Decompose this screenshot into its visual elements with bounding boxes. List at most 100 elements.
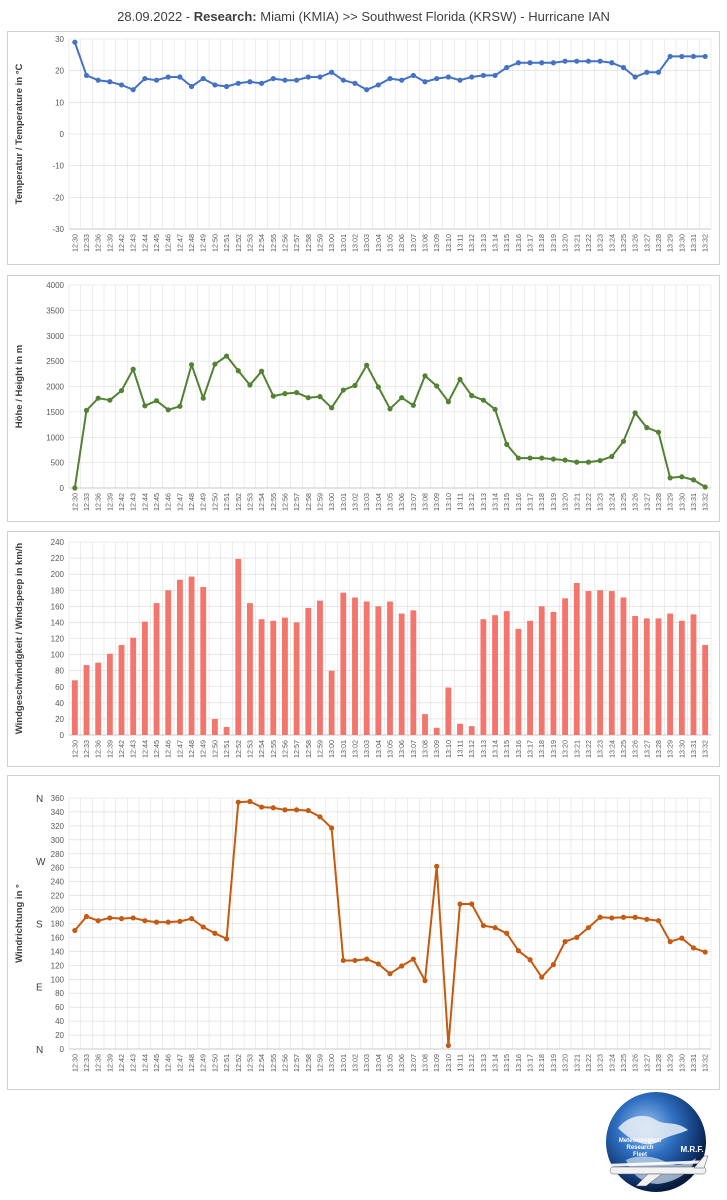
data-point — [305, 74, 311, 80]
x-tick-label: 13:06 — [397, 493, 406, 511]
bar — [643, 618, 650, 735]
x-tick-label: 12:50 — [210, 740, 219, 758]
x-tick-label: 12:43 — [129, 234, 138, 252]
data-point — [457, 901, 463, 907]
x-tick-label: 13:28 — [654, 493, 663, 511]
y-tick-label: 0 — [60, 130, 65, 139]
data-point — [480, 397, 486, 403]
y-tick-label: 0 — [60, 1045, 65, 1054]
x-tick-label: 12:33 — [82, 234, 91, 252]
data-point — [667, 939, 673, 945]
data-point — [632, 410, 638, 416]
x-tick-label: 13:13 — [479, 1054, 488, 1072]
x-tick-label: 12:39 — [105, 234, 114, 252]
x-tick-label: 13:24 — [607, 740, 616, 758]
x-tick-label: 12:30 — [70, 740, 79, 758]
x-tick-label: 13:21 — [572, 1054, 581, 1072]
data-point — [457, 77, 463, 83]
x-tick-label: 12:56 — [280, 493, 289, 511]
grid — [68, 284, 712, 489]
x-tick-label: 13:30 — [677, 493, 686, 511]
x-tick-label: 13:00 — [327, 1054, 336, 1072]
y-tick-label: -30 — [52, 225, 64, 234]
x-tick-label: 13:05 — [386, 1054, 395, 1072]
data-point — [539, 455, 545, 461]
x-tick-label: 12:49 — [199, 1054, 208, 1072]
bar — [538, 606, 545, 735]
data-point — [410, 956, 416, 962]
x-tick-label: 13:29 — [666, 1054, 675, 1072]
x-tick-label: 12:30 — [70, 493, 79, 511]
data-point — [107, 397, 113, 403]
data-point — [469, 901, 475, 907]
bar — [503, 611, 510, 735]
bar — [270, 620, 277, 735]
x-tick-label: 13:27 — [642, 740, 651, 758]
x-tick-label: 12:54 — [257, 1054, 266, 1072]
data-point — [107, 915, 113, 921]
data-point — [153, 919, 160, 925]
data-point — [364, 362, 370, 368]
x-tick-label: 12:30 — [70, 1054, 79, 1072]
data-point — [492, 406, 498, 412]
y-tick-label: 160 — [51, 933, 65, 942]
x-tick-label: 13:21 — [572, 740, 581, 758]
x-tick-label: 12:48 — [187, 1054, 196, 1072]
data-point — [387, 971, 393, 977]
x-tick-label: 13:31 — [689, 234, 698, 252]
data-point — [177, 918, 183, 925]
compass-label: E — [36, 982, 43, 993]
x-tick-label: 13:18 — [537, 740, 546, 758]
data-point — [550, 60, 557, 66]
data-point — [282, 391, 288, 397]
x-tick-label: 13:26 — [631, 493, 640, 511]
data-point — [515, 948, 521, 954]
x-tick-label: 12:39 — [105, 1054, 114, 1072]
x-tick-label: 13:20 — [561, 1054, 570, 1072]
data-point — [294, 389, 300, 396]
logo-brand: M.R.F. — [680, 1145, 703, 1154]
bar — [387, 601, 393, 735]
x-tick-label: 13:05 — [386, 234, 395, 252]
x-tick-label: 12:59 — [315, 234, 324, 252]
x-tick-label: 13:19 — [549, 234, 558, 252]
x-tick-label: 13:16 — [514, 1054, 523, 1072]
y-tick-label: 80 — [55, 667, 64, 676]
x-tick-label: 12:36 — [94, 234, 103, 252]
x-tick-label: 13:07 — [409, 493, 418, 511]
compass-label: S — [36, 920, 43, 931]
data-point — [165, 74, 171, 80]
x-tick-label: 13:25 — [619, 740, 628, 758]
data-point — [504, 441, 510, 447]
windspeed-chart-panel: 0 20 40 60 80 100 120 140 160 180 200 220 240 12:30 12… — [7, 531, 720, 767]
data-point — [574, 459, 580, 465]
x-tick-label: 13:12 — [467, 493, 476, 511]
data-point — [527, 957, 533, 963]
y-tick-label: 30 — [55, 35, 64, 44]
data-point — [620, 438, 627, 444]
x-tick-label: 13:12 — [467, 234, 476, 252]
x-tick-label: 12:33 — [82, 1054, 91, 1072]
data-point — [410, 72, 416, 79]
x-tick-label: 12:57 — [292, 740, 301, 758]
x-tick-label: 12:58 — [304, 1054, 313, 1072]
x-tick-label: 13:05 — [386, 740, 395, 758]
x-tick-label: 12:44 — [140, 740, 149, 758]
x-tick-label: 12:39 — [105, 493, 114, 511]
data-point — [399, 963, 405, 969]
bar — [702, 644, 709, 735]
x-tick-label: 13:07 — [409, 740, 418, 758]
data-point — [142, 918, 148, 924]
data-point — [317, 814, 323, 820]
data-point — [352, 80, 358, 86]
x-tick-label: 13:00 — [327, 234, 336, 252]
bar — [468, 726, 475, 735]
data-point — [83, 72, 90, 79]
data-point — [270, 393, 276, 399]
y-tick-label: 20 — [55, 1031, 64, 1040]
data-point — [340, 77, 346, 83]
x-tick-label: 12:55 — [269, 493, 278, 511]
y-tick-label: 100 — [51, 651, 65, 660]
bar — [106, 653, 113, 735]
x-tick-label: 13:27 — [642, 1054, 651, 1072]
